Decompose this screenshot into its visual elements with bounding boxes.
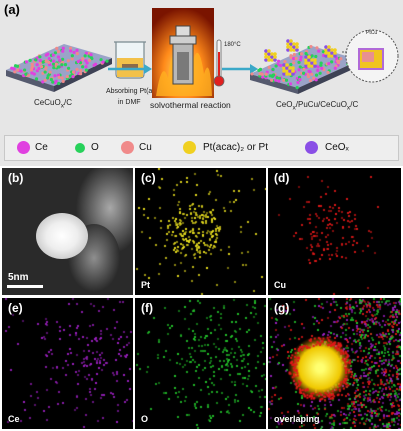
product-label-sub1: x xyxy=(292,104,296,112)
overlap-map-tile: (g) overlaping xyxy=(268,298,401,429)
legend-ceox-label: CeOₓ xyxy=(325,142,349,153)
tile-e-element: Ce xyxy=(8,414,20,424)
panel-a-label: (a) xyxy=(4,2,20,17)
legend-pt-label: Pt(acac)₂ or Pt xyxy=(203,142,269,153)
product-label: CeOx/PuCu/CeCuOx/C xyxy=(276,100,358,112)
step-label-1: Absorbing Pt(acac) xyxy=(106,88,166,95)
o-map-tile: (f) O xyxy=(135,298,266,429)
product-label-mid: /PuCu/CeCuO xyxy=(295,100,347,109)
tile-e-label: (e) xyxy=(8,301,23,315)
arrow-right-icon-2 xyxy=(222,64,258,74)
tile-g-label: (g) xyxy=(274,301,290,315)
tile-b-label: (b) xyxy=(8,171,24,185)
legend-o-dot xyxy=(75,143,85,153)
legend-ce-dot xyxy=(17,141,30,154)
o-map xyxy=(135,298,266,429)
legend-o-label: O xyxy=(91,142,99,153)
legend: Ce O Cu Pt(acac)₂ or Pt CeOₓ xyxy=(4,135,399,161)
step-label-2: in DMF xyxy=(118,99,141,106)
product-label-tail: /C xyxy=(350,100,359,109)
fire-autoclave-illustration xyxy=(152,8,214,98)
cu-map-tile: (d) Cu xyxy=(268,168,401,295)
tile-d-element: Cu xyxy=(274,280,286,290)
tile-g-element: overlaping xyxy=(274,414,320,424)
legend-cu-dot xyxy=(121,141,134,154)
substrate-label: CeCuOx/C xyxy=(34,98,72,110)
tem-image xyxy=(7,168,133,292)
legend-ce-label: Ce xyxy=(35,142,48,153)
pt-map-tile: (c) Pt xyxy=(135,168,266,295)
legend-ceox-dot xyxy=(305,141,318,154)
cu-map xyxy=(268,168,401,295)
thermo-label: 180°C xyxy=(224,42,241,48)
substrate-illustration xyxy=(6,44,112,92)
thermometer-icon xyxy=(213,39,225,87)
pt-map xyxy=(135,168,266,295)
substrate-label-tail: /C xyxy=(64,98,73,107)
scheme-panel: (a) CeCuOx/C Absorbing Pt(acac)2 in DMF xyxy=(0,0,403,166)
substrate-label-sub: x xyxy=(60,102,65,110)
scale-bar-label: 5nm xyxy=(8,272,29,283)
overlap-map xyxy=(268,298,401,429)
arrow-right-icon xyxy=(108,64,152,74)
product-illustration xyxy=(250,29,399,94)
tile-c-label: (c) xyxy=(141,171,156,185)
product-label-sub2: x xyxy=(346,104,351,112)
ce-map xyxy=(2,298,133,429)
tem-image-tile: (b) 5nm xyxy=(2,168,133,295)
ce-map-tile: (e) Ce xyxy=(2,298,133,429)
legend-pt-dot xyxy=(183,141,196,154)
tile-f-label: (f) xyxy=(141,301,153,315)
zoom-label: PtCu xyxy=(366,30,378,36)
tile-f-element: O xyxy=(141,414,149,424)
tile-c-element: Pt xyxy=(141,280,150,290)
tile-d-label: (d) xyxy=(274,171,290,185)
reaction-label: solvothermal reaction xyxy=(150,100,231,110)
beaker-icon xyxy=(114,41,146,79)
product-label-main: CeO xyxy=(276,100,293,109)
legend-cu-label: Cu xyxy=(139,142,152,153)
substrate-label-main: CeCuO xyxy=(34,98,61,107)
